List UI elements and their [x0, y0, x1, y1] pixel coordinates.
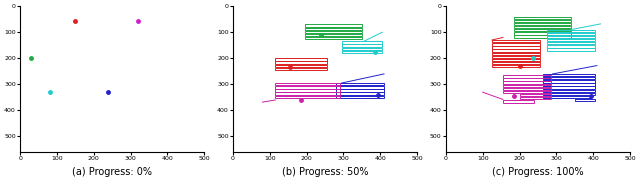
Bar	[342, 51, 382, 53]
Bar	[514, 26, 571, 28]
Bar	[520, 94, 551, 96]
Bar	[520, 97, 551, 100]
Bar	[492, 62, 540, 64]
Bar	[492, 56, 540, 58]
Bar	[543, 93, 595, 95]
Bar	[342, 45, 382, 47]
Bar	[503, 91, 551, 93]
Bar	[492, 40, 540, 42]
Bar	[543, 87, 595, 89]
Bar	[336, 86, 384, 89]
Bar	[342, 41, 382, 44]
Bar	[543, 96, 591, 98]
Bar	[305, 31, 362, 33]
Bar	[305, 34, 362, 36]
Bar	[275, 89, 340, 92]
Bar	[543, 77, 595, 79]
Bar	[503, 78, 551, 81]
Bar	[336, 83, 384, 85]
Bar	[275, 92, 340, 95]
Bar	[492, 59, 540, 61]
Bar	[492, 43, 540, 45]
Bar	[543, 80, 595, 83]
Bar	[342, 48, 382, 50]
Bar	[547, 48, 595, 51]
Bar	[305, 37, 362, 39]
Bar	[492, 65, 540, 67]
Bar	[547, 42, 595, 45]
Bar	[275, 68, 327, 70]
Bar	[547, 36, 595, 38]
Bar	[275, 61, 327, 64]
Bar	[543, 90, 595, 92]
X-axis label: (b) Progress: 50%: (b) Progress: 50%	[282, 167, 368, 177]
Bar	[503, 88, 551, 90]
Bar	[336, 96, 384, 98]
Bar	[547, 39, 595, 41]
Bar	[492, 49, 540, 52]
X-axis label: (a) Progress: 0%: (a) Progress: 0%	[72, 167, 152, 177]
Bar	[275, 86, 340, 89]
Bar	[503, 85, 551, 87]
Bar	[275, 58, 327, 61]
Bar	[503, 75, 551, 78]
Bar	[514, 32, 571, 35]
X-axis label: (c) Progress: 100%: (c) Progress: 100%	[492, 167, 584, 177]
Bar	[305, 24, 362, 27]
Bar	[514, 20, 571, 22]
Bar	[514, 17, 571, 19]
Bar	[503, 100, 534, 103]
Bar	[547, 30, 595, 32]
Bar	[492, 52, 540, 55]
Bar	[543, 83, 595, 86]
Bar	[275, 65, 327, 67]
Bar	[492, 46, 540, 49]
Bar	[503, 81, 551, 84]
Bar	[275, 96, 340, 98]
Bar	[275, 83, 340, 85]
Bar	[543, 74, 595, 76]
Bar	[514, 29, 571, 31]
Bar	[514, 23, 571, 25]
Bar	[336, 89, 384, 92]
Bar	[305, 28, 362, 30]
Bar	[547, 45, 595, 48]
Bar	[336, 92, 384, 95]
Bar	[575, 99, 595, 101]
Bar	[514, 35, 571, 38]
Bar	[547, 33, 595, 35]
